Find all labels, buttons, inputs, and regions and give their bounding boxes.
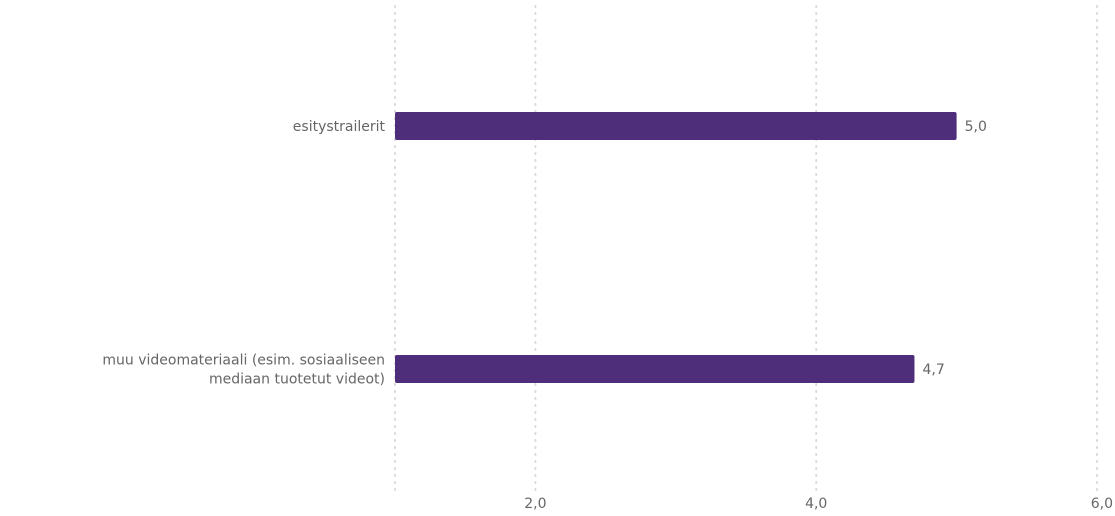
x-axis-tick-labels: 2,0 4,0 6,0: [524, 496, 1113, 512]
bars: [395, 112, 957, 383]
bar-value-label: 4,7: [922, 362, 944, 378]
category-label-line: esitystrailerit: [293, 119, 386, 135]
category-label: muu videomateriaali (esim. sosiaaliseen m…: [102, 353, 385, 388]
category-label: esitystrailerit: [293, 119, 386, 135]
category-label-line: mediaan tuotetut videot): [209, 372, 385, 388]
category-labels: esitystrailerit muu videomateriaali (esim…: [102, 119, 385, 388]
value-labels: 5,0 4,7: [922, 119, 986, 378]
x-tick-label: 4,0: [805, 496, 827, 512]
bar: [395, 355, 915, 383]
grid-lines: [394, 5, 1098, 491]
category-label-line: muu videomateriaali (esim. sosiaaliseen: [102, 353, 385, 369]
x-tick-label: 2,0: [524, 496, 546, 512]
bar: [395, 112, 957, 140]
x-tick-label: 6,0: [1091, 496, 1113, 512]
bar-value-label: 5,0: [965, 119, 987, 135]
